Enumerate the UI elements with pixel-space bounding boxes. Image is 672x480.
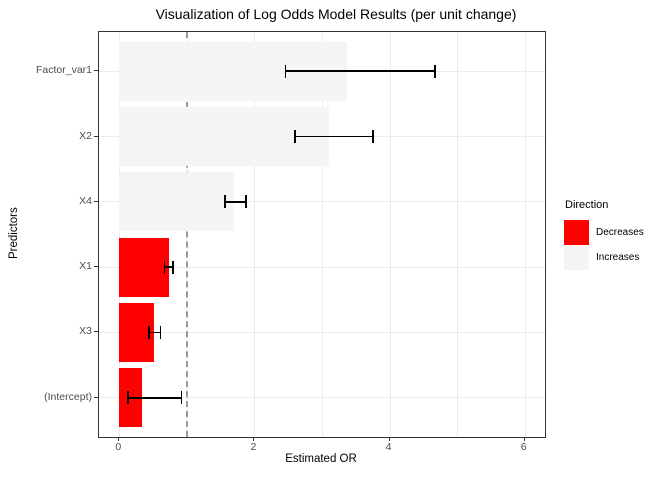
errorbar-line: [163, 266, 174, 268]
legend-label-increases: Increases: [596, 252, 640, 263]
gridline-vertical: [457, 32, 459, 437]
errorbar-cap: [127, 391, 129, 405]
legend-title: Direction: [565, 199, 609, 211]
errorbar-cap: [172, 260, 174, 274]
legend-label-decreases: Decreases: [596, 227, 644, 238]
legend: Direction Decreases Increases: [564, 199, 644, 270]
errorbar-cap: [224, 195, 226, 209]
x-tick-mark: [388, 437, 390, 441]
errorbar-cap: [284, 64, 287, 78]
x-axis-title: Estimated OR: [285, 453, 357, 465]
errorbar-cap: [433, 64, 436, 78]
y-tick-label: (Intercept): [44, 390, 92, 403]
x-tick-label: 0: [115, 441, 122, 453]
legend-swatch-increases-icon: [564, 245, 589, 270]
y-tick-mark: [94, 396, 98, 398]
x-tick-label: 4: [385, 441, 392, 453]
errorbar-cap: [294, 130, 296, 144]
errorbar-cap: [180, 391, 183, 405]
gridline-horizontal: [99, 201, 545, 203]
gridline-horizontal: [99, 397, 545, 399]
errorbar-cap: [159, 325, 162, 339]
errorbar-cap: [245, 195, 247, 209]
y-tick-label: X4: [79, 194, 92, 207]
bar-x2: [119, 107, 329, 166]
gridline-vertical: [389, 32, 391, 437]
plot-panel: [98, 31, 546, 438]
errorbar-line: [127, 397, 183, 399]
y-tick-mark: [94, 266, 98, 268]
errorbar-line: [148, 331, 162, 334]
y-axis-title: Predictors: [8, 207, 20, 260]
bar-x4: [119, 172, 235, 232]
y-tick-mark: [94, 135, 98, 137]
legend-entry-decreases: Decreases: [564, 220, 644, 245]
errorbar-cap: [163, 260, 166, 274]
y-tick-mark: [94, 331, 98, 333]
errorbar-cap: [148, 325, 150, 339]
x-tick-mark: [523, 437, 525, 441]
gridline-horizontal: [99, 266, 545, 268]
x-tick-mark: [118, 437, 120, 441]
gridline-horizontal: [99, 331, 545, 333]
gridline-vertical: [119, 32, 121, 437]
gridline-vertical: [254, 32, 256, 437]
reference-line: [185, 32, 188, 437]
x-tick-label: 2: [250, 441, 257, 453]
y-tick-mark: [94, 200, 98, 202]
x-tick-mark: [253, 437, 255, 441]
chart-title: Visualization of Log Odds Model Results …: [155, 6, 517, 22]
errorbar-line: [294, 135, 375, 138]
gridline-vertical: [322, 32, 323, 437]
errorbar-cap: [372, 130, 375, 144]
legend-swatch-decreases-icon: [564, 220, 589, 245]
y-tick-mark: [94, 70, 98, 72]
gridline-vertical: [524, 32, 526, 437]
y-tick-label: X1: [79, 260, 92, 273]
bar-x1: [119, 237, 169, 297]
y-tick-label: X2: [79, 129, 92, 142]
legend-entry-increases: Increases: [564, 245, 644, 270]
x-tick-label: 6: [520, 441, 527, 453]
y-tick-label: Factor_var1: [35, 64, 92, 77]
y-tick-label: X3: [79, 325, 92, 338]
errorbar-line: [284, 70, 436, 72]
errorbar-line: [224, 201, 247, 203]
